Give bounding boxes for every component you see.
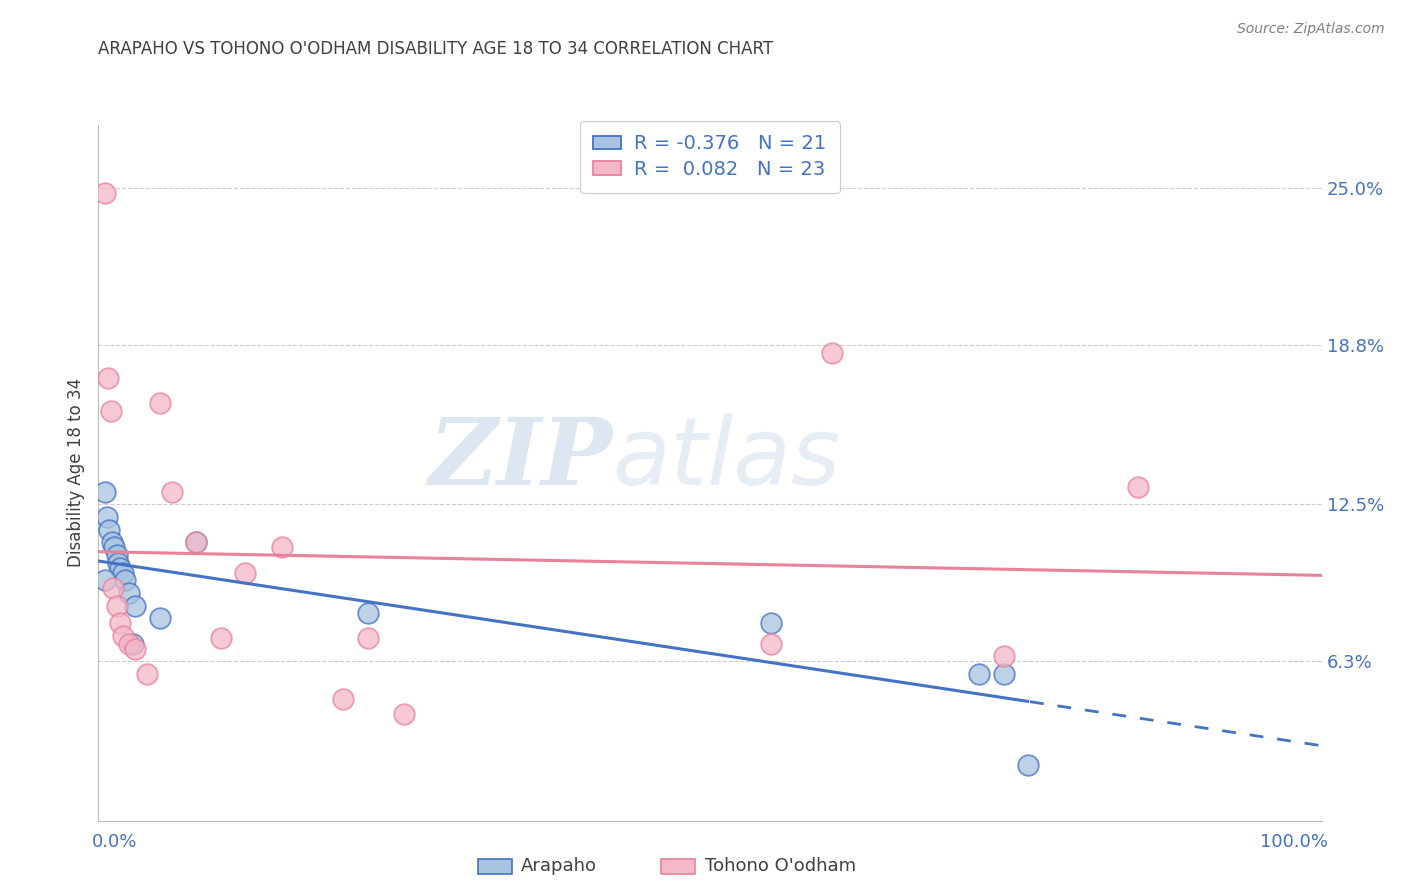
FancyBboxPatch shape	[661, 859, 696, 874]
Point	[96, 510, 118, 524]
Point	[233, 566, 256, 580]
Text: 100.0%: 100.0%	[1260, 833, 1327, 851]
Point	[101, 581, 124, 595]
Point	[100, 404, 122, 418]
Text: ARAPAHO VS TOHONO O'ODHAM DISABILITY AGE 18 TO 34 CORRELATION CHART: ARAPAHO VS TOHONO O'ODHAM DISABILITY AGE…	[98, 40, 773, 58]
Point	[209, 632, 232, 646]
Point	[103, 541, 125, 555]
Point	[761, 636, 783, 650]
Text: Tohono O'odham: Tohono O'odham	[706, 857, 856, 875]
Y-axis label: Disability Age 18 to 34: Disability Age 18 to 34	[66, 378, 84, 567]
Point	[967, 666, 990, 681]
Text: ZIP: ZIP	[427, 414, 612, 504]
Point	[121, 636, 143, 650]
Point	[392, 707, 416, 722]
Point	[1128, 480, 1150, 494]
Point	[124, 641, 146, 656]
Point	[105, 599, 128, 613]
Point	[97, 371, 120, 385]
Point	[270, 541, 294, 555]
Point	[356, 606, 378, 620]
Legend: R = -0.376   N = 21, R =  0.082   N = 23: R = -0.376 N = 21, R = 0.082 N = 23	[579, 120, 841, 193]
Point	[118, 586, 141, 600]
Point	[114, 574, 136, 588]
Point	[118, 636, 141, 650]
Point	[107, 556, 129, 570]
Point	[110, 616, 132, 631]
Point	[124, 599, 146, 613]
Point	[186, 535, 208, 549]
Point	[93, 574, 115, 588]
Point	[93, 186, 115, 201]
Point	[993, 666, 1015, 681]
Point	[332, 692, 354, 706]
Point	[110, 560, 132, 574]
FancyBboxPatch shape	[478, 859, 512, 874]
Point	[761, 616, 783, 631]
Text: atlas: atlas	[612, 413, 841, 504]
Point	[821, 345, 844, 359]
Point	[149, 611, 172, 625]
Point	[111, 629, 134, 643]
Point	[160, 484, 183, 499]
Point	[111, 566, 134, 580]
Point	[149, 396, 172, 410]
Text: Arapaho: Arapaho	[520, 857, 596, 875]
Point	[993, 649, 1015, 664]
Point	[105, 548, 128, 562]
Text: 0.0%: 0.0%	[93, 833, 138, 851]
Point	[186, 535, 208, 549]
Text: Source: ZipAtlas.com: Source: ZipAtlas.com	[1237, 22, 1385, 37]
Point	[1017, 758, 1039, 772]
Point	[98, 523, 121, 537]
Point	[93, 484, 115, 499]
Point	[136, 666, 159, 681]
Point	[356, 632, 378, 646]
Point	[101, 535, 124, 549]
